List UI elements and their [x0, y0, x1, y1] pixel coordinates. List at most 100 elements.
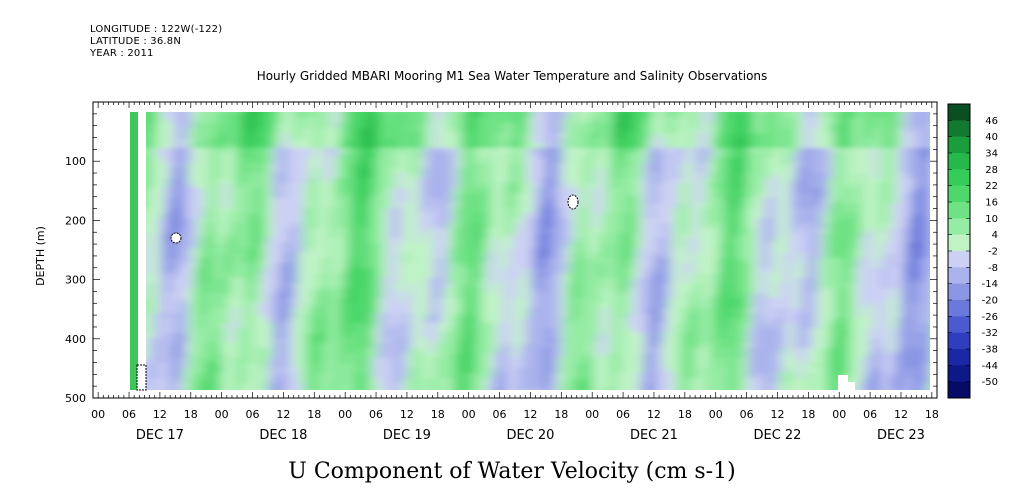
heat-cell	[278, 188, 284, 194]
heat-cell	[153, 183, 159, 189]
heat-cell	[408, 318, 414, 324]
heat-cell	[183, 118, 189, 124]
heat-cell	[273, 363, 279, 369]
heat-cell	[238, 178, 244, 184]
heat-cell	[208, 168, 214, 174]
heat-cell	[323, 128, 329, 134]
heat-cell	[263, 203, 269, 209]
heat-cell	[318, 183, 324, 189]
heat-cell	[443, 288, 449, 294]
heat-cell	[193, 358, 199, 364]
heat-cell	[243, 263, 249, 269]
heat-cell	[193, 138, 199, 144]
heat-cell	[478, 338, 484, 344]
heat-cell	[353, 158, 359, 164]
heat-cell	[463, 218, 469, 224]
heat-cell	[83, 253, 89, 259]
heat-cell	[498, 218, 504, 224]
heat-cell	[83, 173, 89, 179]
heat-cell	[83, 108, 89, 114]
heat-cell	[228, 268, 234, 274]
heat-cell	[488, 148, 494, 154]
heat-cell	[238, 198, 244, 204]
latitude-label: LATITUDE : 36.8N	[90, 36, 182, 47]
heat-cell	[158, 273, 164, 279]
heat-cell	[213, 323, 219, 329]
heat-cell	[178, 258, 184, 264]
heat-cell	[183, 273, 189, 279]
heat-cell	[303, 273, 309, 279]
heat-cell	[148, 123, 154, 129]
heat-cell	[438, 113, 444, 119]
heat-cell	[253, 258, 259, 264]
heat-cell	[373, 263, 379, 269]
heat-cell	[478, 213, 484, 219]
heat-cell	[323, 343, 329, 349]
heat-cell	[323, 353, 329, 359]
heat-cell	[233, 138, 239, 144]
heat-cell	[413, 293, 419, 299]
heat-cell	[478, 218, 484, 224]
heat-cell	[208, 268, 214, 274]
heat-cell	[208, 143, 214, 149]
heat-cell	[413, 213, 419, 219]
heat-cell	[518, 238, 524, 244]
heat-cell	[443, 313, 449, 319]
heat-cell	[328, 333, 334, 339]
heat-cell	[313, 143, 319, 149]
heat-cell	[308, 218, 314, 224]
heat-cell	[408, 138, 414, 144]
heat-cell	[228, 238, 234, 244]
heat-cell	[428, 318, 434, 324]
heat-cell	[463, 373, 469, 379]
heat-cell	[478, 253, 484, 259]
heat-cell	[453, 353, 459, 359]
heat-cell	[233, 218, 239, 224]
heat-cell	[213, 233, 219, 239]
heat-cell	[468, 298, 474, 304]
heat-cell	[363, 173, 369, 179]
heat-cell	[353, 338, 359, 344]
heat-cell	[358, 368, 364, 374]
heat-cell	[183, 243, 189, 249]
heat-cell	[253, 293, 259, 299]
heat-cell	[403, 273, 409, 279]
heat-cell	[513, 353, 519, 359]
heat-cell	[198, 323, 204, 329]
heat-cell	[393, 128, 399, 134]
heat-cell	[443, 243, 449, 249]
heat-cell	[308, 203, 314, 209]
heat-cell	[233, 298, 239, 304]
heat-cell	[368, 223, 374, 229]
heat-cell	[213, 168, 219, 174]
heat-cell	[448, 233, 454, 239]
heat-cell	[158, 168, 164, 174]
heat-cell	[378, 168, 384, 174]
heat-cell	[158, 233, 164, 239]
heat-cell	[398, 223, 404, 229]
heat-cell	[458, 283, 464, 289]
heat-cell	[473, 293, 479, 299]
heat-cell	[503, 193, 509, 199]
heat-cell	[448, 318, 454, 324]
heat-cell	[148, 383, 154, 389]
heat-cell	[173, 338, 179, 344]
heat-cell	[228, 228, 234, 234]
heat-cell	[293, 183, 299, 189]
heat-cell	[453, 193, 459, 199]
heat-cell	[318, 158, 324, 164]
heat-cell	[493, 243, 499, 249]
heat-cell	[198, 363, 204, 369]
heat-cell	[168, 168, 174, 174]
heat-cell	[368, 193, 374, 199]
heat-cell	[153, 203, 159, 209]
heat-cell	[483, 198, 489, 204]
heat-cell	[358, 188, 364, 194]
heat-cell	[253, 128, 259, 134]
heat-cell	[453, 363, 459, 369]
heat-cell	[468, 288, 474, 294]
heat-cell	[298, 278, 304, 284]
heat-cell	[308, 363, 314, 369]
heat-cell	[378, 278, 384, 284]
heat-cell	[328, 153, 334, 159]
